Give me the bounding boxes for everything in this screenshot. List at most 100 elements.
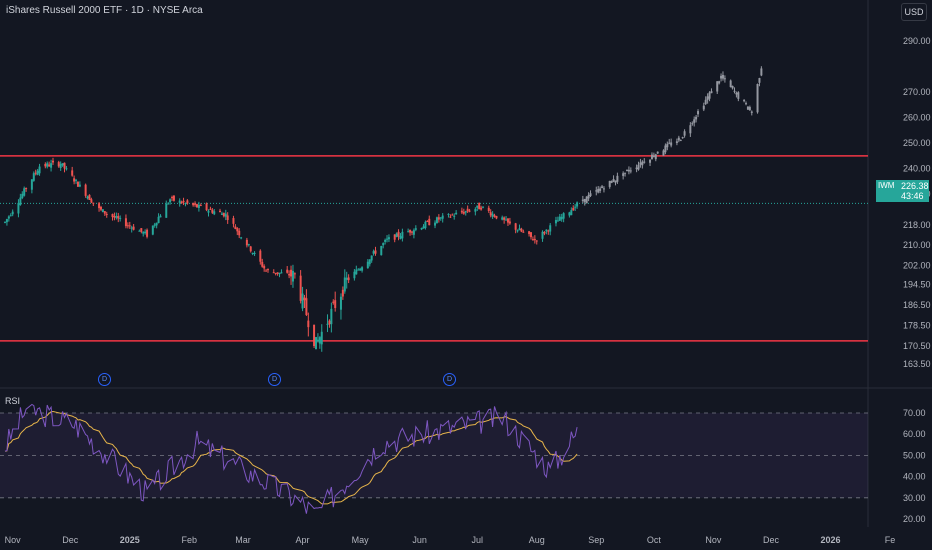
rsi-tick-label: 30.00: [903, 493, 926, 503]
candle-body: [410, 231, 413, 233]
dividend-marker[interactable]: D: [268, 373, 281, 386]
candle-body: [265, 270, 268, 272]
candle-body: [146, 229, 149, 237]
candle-body: [568, 212, 571, 216]
candle-body: [345, 277, 348, 280]
candle-body: [643, 161, 646, 163]
candle-body: [157, 216, 160, 223]
candle-body: [668, 142, 671, 144]
dividend-marker[interactable]: D: [98, 373, 111, 386]
candle-body: [627, 169, 630, 172]
candle-body: [159, 215, 162, 218]
dividend-marker[interactable]: D: [443, 373, 456, 386]
candle-body: [654, 154, 657, 160]
candle-body: [733, 90, 736, 92]
candle-body: [274, 272, 277, 274]
candle-body: [88, 194, 91, 201]
price-tick-label: 210.00: [903, 240, 931, 250]
candle-body: [382, 243, 385, 246]
candle-body: [543, 231, 546, 234]
rsi-tick-label: 60.00: [903, 429, 926, 439]
candle-body: [234, 226, 237, 229]
candle-body: [401, 231, 404, 239]
time-tick-label: 2026: [820, 535, 840, 545]
candle-body: [172, 195, 175, 201]
candle-body: [721, 75, 724, 79]
candle-body: [681, 137, 684, 139]
candle-body: [207, 210, 210, 213]
currency-button[interactable]: USD: [901, 3, 927, 21]
candle-body: [113, 216, 116, 218]
candle-body: [261, 261, 264, 267]
candle-body: [664, 145, 667, 153]
candle-body: [209, 208, 212, 210]
candle-body: [288, 273, 291, 276]
candle-body: [585, 196, 588, 204]
candle-body: [386, 238, 389, 240]
candle-body: [75, 179, 78, 181]
candle-body: [387, 237, 390, 240]
candle-body: [86, 196, 89, 199]
candle-body: [267, 269, 270, 271]
candle-body: [652, 155, 655, 157]
candle-body: [48, 164, 51, 167]
candle-body: [341, 289, 344, 297]
candle-body: [447, 213, 450, 215]
candle-body: [142, 232, 145, 234]
candle-body: [286, 269, 289, 273]
candle-body: [236, 228, 239, 232]
candle-body: [516, 230, 519, 232]
candle-body: [691, 123, 694, 125]
candle-body: [73, 178, 76, 182]
price-tick-label: 163.50: [903, 359, 931, 369]
candle-body: [656, 151, 659, 154]
candle-body: [34, 172, 37, 174]
candle-body: [533, 238, 536, 241]
candle-body: [693, 119, 696, 123]
candle-body: [397, 231, 400, 237]
candle-body: [339, 296, 342, 310]
candle-body: [505, 219, 508, 221]
countdown-value: 43:46: [901, 191, 924, 201]
candle-body: [428, 218, 431, 226]
candle-body: [76, 181, 79, 187]
candle-body: [263, 266, 266, 269]
candle-body: [547, 230, 550, 232]
candle-body: [639, 162, 642, 165]
candle-body: [489, 212, 492, 216]
candle-body: [720, 75, 723, 79]
candle-body: [245, 239, 248, 246]
candle-body: [117, 216, 120, 219]
candle-body: [629, 170, 632, 172]
symbol-tag: IWM: [876, 180, 902, 202]
price-tick-label: 290.00: [903, 36, 931, 46]
time-tick-label: Mar: [235, 535, 251, 545]
candle-body: [359, 268, 362, 271]
price-pane: [0, 0, 868, 387]
candle-body: [171, 197, 174, 199]
candle-body: [178, 200, 181, 203]
candle-body: [249, 246, 252, 252]
candle-body: [153, 224, 156, 226]
candle-body: [666, 143, 669, 148]
candle-body: [460, 210, 463, 213]
candle-body: [222, 212, 225, 217]
candle-body: [545, 229, 548, 232]
candle-body: [737, 92, 740, 99]
candle-body: [435, 217, 438, 224]
candle-body: [570, 210, 573, 216]
candle-body: [395, 233, 398, 238]
candle-body: [84, 184, 87, 196]
candle-body: [745, 103, 748, 105]
candle-body: [101, 209, 104, 213]
candle-body: [474, 209, 477, 212]
candle-body: [372, 251, 375, 254]
candle-body: [105, 213, 108, 215]
candle-body: [119, 217, 122, 219]
candle-body: [19, 197, 22, 206]
time-tick-label: Dec: [62, 535, 79, 545]
candle-body: [414, 228, 417, 230]
candle-body: [581, 199, 584, 201]
candle-body: [278, 272, 281, 275]
